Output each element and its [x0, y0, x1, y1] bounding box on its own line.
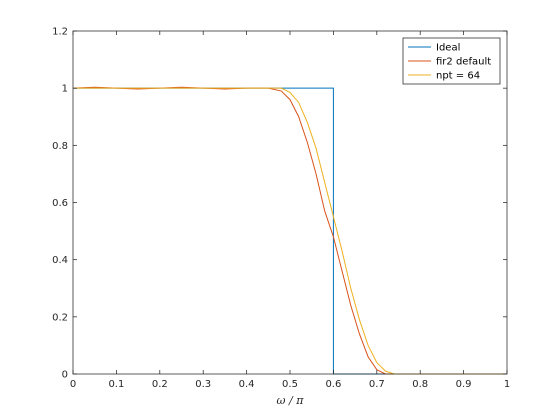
x-tick-label: 0.7	[369, 379, 385, 390]
legend-label-2: fir2 default	[436, 57, 491, 68]
x-tick-label: 0.2	[152, 379, 168, 390]
x-tick-label: 0.4	[239, 379, 255, 390]
y-tick-label: 1.2	[52, 27, 68, 38]
x-tick-label: 1	[504, 379, 510, 390]
legend-label-1: Ideal	[436, 43, 460, 54]
x-tick-label: 0.5	[282, 379, 298, 390]
x-tick-label: 0.6	[325, 379, 341, 390]
legend-label-3: npt = 64	[436, 71, 480, 82]
y-tick-label: 0.6	[52, 198, 68, 209]
x-tick-label: 0.3	[195, 379, 211, 390]
x-tick-label: 0.9	[456, 379, 472, 390]
y-tick-label: 0.2	[52, 312, 68, 323]
legend: Ideal fir2 default npt = 64	[402, 37, 501, 85]
y-tick-label: 0.8	[52, 141, 68, 152]
x-tick-label: 0.8	[412, 379, 428, 390]
y-tick-label: 0.4	[52, 255, 68, 266]
x-tick-label: 0	[70, 379, 76, 390]
ticks-layer: 0 0.1 0.2 0.3 0.4 0.5 0.6 0.7 0.8 0.9 1 0 0.2 0.4 0.6 0…	[52, 27, 510, 391]
y-tick-label: 1	[62, 84, 68, 95]
series-line-3	[73, 87, 507, 375]
x-axis-label: ω / π	[277, 394, 305, 407]
y-tick-label: 0	[62, 370, 68, 381]
x-tick-label: 0.1	[108, 379, 124, 390]
